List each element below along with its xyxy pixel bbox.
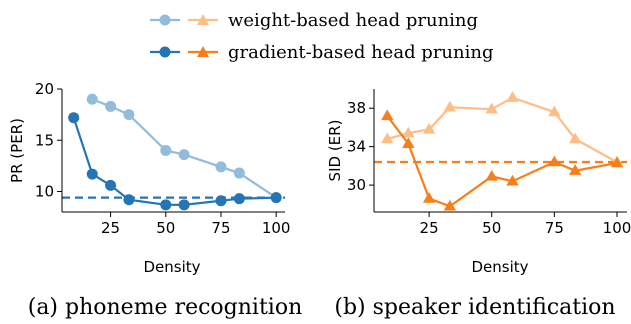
panel-b-series-group <box>381 91 624 211</box>
panel-b-x-tick-label: 25 <box>420 219 439 237</box>
panel-a-caption: (a) phoneme recognition <box>28 295 303 320</box>
panel-a-weight-point <box>215 161 227 173</box>
panel-a-y-tick-label: 10 <box>35 183 54 201</box>
panel-b-weight-point <box>485 102 498 114</box>
panel-b-plot-content <box>374 91 627 211</box>
panel-a-x-tick-label: 100 <box>262 219 291 237</box>
panel-a-weight-point <box>105 100 117 112</box>
panel-b-weight-point <box>381 132 394 144</box>
panel-a-weight-point <box>123 109 135 121</box>
panel-a-x-tick-label: 50 <box>156 219 175 237</box>
panel-a-y-tick-label: 20 <box>35 80 54 98</box>
panel-b-y-tick-label: 38 <box>347 99 366 117</box>
panel-b-x-tick-label: 75 <box>545 219 564 237</box>
legend: weight-based head pruning gradient-based… <box>150 10 494 63</box>
panel-a-gradient-point <box>105 179 117 191</box>
panel-b-ticks: 25 50 75 100 30 34 38 <box>347 99 631 237</box>
panel-b-weight-point <box>506 91 519 102</box>
panel-a-plot-content <box>62 93 285 211</box>
panel-b-gradient-point <box>506 174 519 186</box>
panel-b-gradient-point <box>402 137 415 148</box>
panel-b-gradient-point <box>568 164 582 175</box>
panel-a-gradient-point <box>160 199 172 211</box>
panel-a-series-group <box>68 93 282 211</box>
panel-a-gradient-point <box>68 112 80 124</box>
panel-a-x-tick-label: 25 <box>101 219 120 237</box>
panel-a-x-axis-label: Density <box>143 258 200 276</box>
panel-a-gradient-point <box>233 193 245 205</box>
chart-panel-speaker-identification: 25 50 75 100 30 34 38 Density SID (ER) (b) spe… <box>326 89 631 320</box>
panel-a-y-axis-label: PR (PER) <box>8 118 26 183</box>
panel-b-gradient-point <box>422 192 436 203</box>
panel-b-weight-point <box>443 100 457 112</box>
legend-gradient-label: gradient-based head pruning <box>228 42 494 63</box>
legend-gradient-sid-marker <box>197 46 209 57</box>
panel-b-gradient-point <box>548 155 561 167</box>
panel-a-weight-line <box>91 98 277 199</box>
panel-b-y-axis-label: SID (ER) <box>326 120 344 182</box>
panel-b-weight-point <box>402 126 415 138</box>
panel-b-x-tick-label: 100 <box>603 219 631 237</box>
panel-b-gradient-point <box>610 156 624 168</box>
panel-a-x-tick-label: 75 <box>211 219 230 237</box>
panel-a-gradient-point <box>270 192 282 204</box>
legend-entry-gradient: gradient-based head pruning <box>150 42 494 63</box>
panel-b-y-tick-label: 34 <box>347 138 366 156</box>
panel-a-ticks: 25 50 75 100 10 15 20 <box>35 80 291 237</box>
panel-a-weight-point <box>178 149 190 161</box>
panel-b-x-tick-label: 50 <box>482 219 501 237</box>
legend-entry-weight: weight-based head pruning <box>150 10 478 31</box>
panel-b-gradient-point <box>443 199 457 211</box>
panel-a-gradient-point <box>86 168 98 180</box>
panel-b-gradient-point <box>485 169 498 181</box>
chart-panel-phoneme-recognition: 25 50 75 100 10 15 20 Density PR (PER) (a) pho… <box>8 80 302 320</box>
panel-a-gradient-point <box>178 199 190 211</box>
panel-a-weight-point <box>160 145 172 156</box>
panel-b-weight-point <box>548 105 561 117</box>
panel-a-weight-point <box>233 167 245 179</box>
panel-a-gradient-point <box>123 194 135 206</box>
panel-a-gradient-line <box>72 117 277 206</box>
legend-weight-pr-marker <box>159 14 171 26</box>
panel-b-weight-line <box>386 96 618 163</box>
legend-gradient-pr-marker <box>159 46 171 58</box>
panel-b-caption: (b) speaker identification <box>334 295 615 320</box>
legend-weight-sid-marker <box>197 14 209 25</box>
legend-weight-label: weight-based head pruning <box>228 10 478 31</box>
panel-a-gradient-point <box>215 195 227 207</box>
panel-a-y-tick-label: 15 <box>35 131 54 149</box>
panel-b-x-axis-label: Density <box>471 258 528 276</box>
panel-b-weight-point <box>568 132 582 144</box>
panel-b-gradient-point <box>381 109 394 121</box>
panel-a-weight-point <box>86 93 98 105</box>
panel-b-weight-point <box>422 122 436 134</box>
panel-b-y-tick-label: 30 <box>347 176 366 194</box>
